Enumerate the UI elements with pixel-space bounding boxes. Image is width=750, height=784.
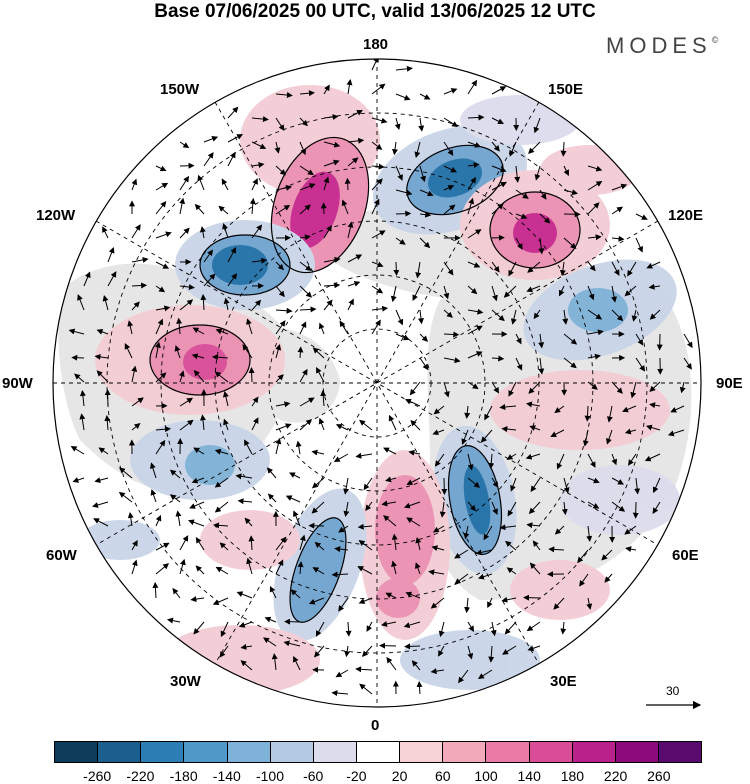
colorbar-segment xyxy=(55,742,98,762)
wind-arrow xyxy=(72,357,84,358)
wind-arrow xyxy=(251,368,252,382)
anomaly-pos-mid-5 xyxy=(375,475,435,585)
anomaly-pos-core-2 xyxy=(513,213,557,253)
colorbar-segment xyxy=(98,742,141,762)
colorbar-tick-label: -20 xyxy=(346,768,366,784)
colorbar-tick-label: 220 xyxy=(604,768,627,784)
lon-label-90e: 90E xyxy=(716,375,743,392)
colorbar-segment xyxy=(314,742,357,762)
wind-arrow xyxy=(563,142,564,156)
colorbar-segment xyxy=(184,742,227,762)
lon-label-90w: 90W xyxy=(2,375,33,392)
colorbar-segment xyxy=(400,742,443,762)
anomaly-pos-weak-6 xyxy=(200,510,300,570)
colorbar-tick-label: -100 xyxy=(256,768,284,784)
anomaly-neg-core-2 xyxy=(212,245,268,285)
lon-label-120e: 120E xyxy=(668,207,703,224)
colorbar-tick-label: 100 xyxy=(474,768,497,784)
wind-arrow xyxy=(347,179,348,190)
colorbar-tick-label: -260 xyxy=(83,768,111,784)
colorbar-segment xyxy=(530,742,573,762)
anomaly-neg-mid-4 xyxy=(185,445,235,485)
colorbar-tick-label: 60 xyxy=(435,768,451,784)
colorbar-tick-label: -220 xyxy=(126,768,154,784)
anomaly-pos-weak-8 xyxy=(510,560,610,620)
colorbar-tick-label: -180 xyxy=(170,768,198,784)
lon-label-150w: 150W xyxy=(160,81,199,98)
lon-label-60w: 60W xyxy=(46,547,77,564)
lon-label-30e: 30E xyxy=(550,673,577,690)
colorbar-segment xyxy=(573,742,616,762)
anomaly-pos-weak-9 xyxy=(540,145,640,195)
wind-arrow xyxy=(396,213,410,214)
lon-label-180: 180 xyxy=(363,36,388,53)
colorbar-segment xyxy=(659,742,701,762)
anomaly-neg-weak-7 xyxy=(400,630,540,690)
lon-label-150e: 150E xyxy=(548,81,583,98)
lon-label-0: 0 xyxy=(371,717,379,734)
anomaly-neg-mid-3 xyxy=(568,288,628,332)
colorbar-tick-label: 140 xyxy=(518,768,541,784)
colorbar-segment xyxy=(616,742,659,762)
lon-label-60e: 60E xyxy=(672,547,699,564)
colorbar-segment xyxy=(141,742,184,762)
colorbar-segment xyxy=(357,742,400,762)
reference-vector-arrow xyxy=(640,683,710,713)
colorbar-segment xyxy=(486,742,529,762)
colorbar xyxy=(54,741,702,763)
colorbar-tick-label: 20 xyxy=(392,768,408,784)
wind-arrow xyxy=(405,646,420,647)
colorbar-tick-label: -140 xyxy=(213,768,241,784)
colorbar-segment xyxy=(271,742,314,762)
anomaly-pos-weak-4 xyxy=(490,370,670,450)
colorbar-segment xyxy=(443,742,486,762)
anomaly-pos-mid-6 xyxy=(376,578,420,618)
colorbar-segment xyxy=(228,742,271,762)
wind-arrow xyxy=(396,262,397,275)
colorbar-tick-label: -60 xyxy=(303,768,323,784)
colorbar-tick-label: 260 xyxy=(647,768,670,784)
anomaly-neg-weak-10 xyxy=(460,95,580,145)
anomaly-pos-core-3 xyxy=(183,344,227,380)
colorbar-tick-label: 180 xyxy=(561,768,584,784)
lon-label-120w: 120W xyxy=(36,207,75,224)
lon-label-30w: 30W xyxy=(170,673,201,690)
